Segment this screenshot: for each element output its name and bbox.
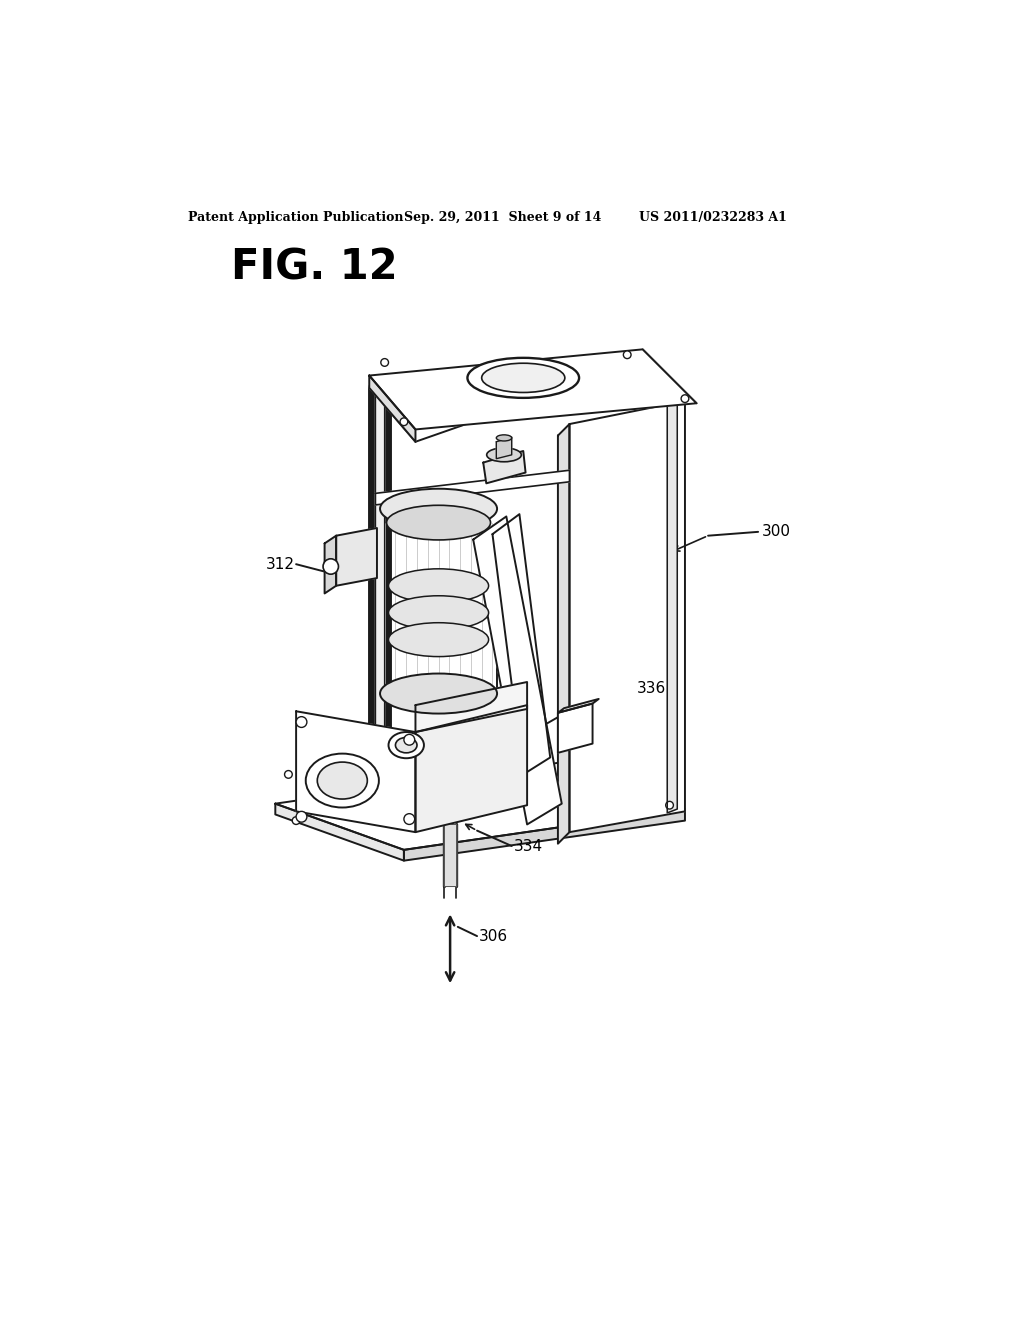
Ellipse shape [395, 738, 417, 752]
Polygon shape [376, 470, 569, 506]
Circle shape [681, 395, 689, 403]
Polygon shape [558, 704, 593, 752]
Ellipse shape [387, 506, 490, 540]
Polygon shape [275, 763, 685, 850]
Text: 336: 336 [637, 681, 667, 696]
Circle shape [292, 817, 300, 825]
Circle shape [296, 717, 307, 727]
Text: 312: 312 [265, 557, 295, 572]
Circle shape [381, 359, 388, 367]
Ellipse shape [380, 673, 497, 714]
Circle shape [403, 813, 415, 825]
Text: US 2011/0232283 A1: US 2011/0232283 A1 [639, 211, 786, 224]
Circle shape [323, 558, 339, 574]
Polygon shape [416, 705, 527, 832]
Polygon shape [403, 809, 685, 861]
Circle shape [666, 801, 674, 809]
Polygon shape [558, 424, 569, 843]
Ellipse shape [388, 623, 488, 656]
Circle shape [400, 418, 408, 425]
Text: FIG. 12: FIG. 12 [230, 247, 397, 289]
Circle shape [624, 351, 631, 359]
Circle shape [403, 734, 415, 744]
Polygon shape [444, 825, 457, 886]
Polygon shape [376, 381, 385, 808]
Polygon shape [370, 376, 416, 442]
Text: Sep. 29, 2011  Sheet 9 of 14: Sep. 29, 2011 Sheet 9 of 14 [403, 211, 601, 224]
Ellipse shape [388, 595, 488, 630]
Circle shape [296, 812, 307, 822]
Circle shape [285, 771, 292, 779]
Text: Patent Application Publication: Patent Application Publication [188, 211, 403, 224]
Text: 334: 334 [514, 838, 543, 854]
Polygon shape [473, 516, 562, 825]
Ellipse shape [497, 434, 512, 441]
Text: 306: 306 [478, 928, 508, 944]
Circle shape [543, 767, 550, 775]
Polygon shape [416, 682, 527, 733]
Ellipse shape [388, 733, 424, 758]
Polygon shape [296, 711, 416, 832]
Polygon shape [275, 804, 403, 861]
Polygon shape [569, 401, 685, 832]
Polygon shape [493, 515, 550, 775]
Ellipse shape [486, 447, 521, 462]
Polygon shape [558, 700, 599, 713]
Polygon shape [668, 397, 677, 813]
Ellipse shape [380, 488, 497, 529]
Text: 300: 300 [762, 524, 791, 540]
Polygon shape [370, 350, 696, 429]
Polygon shape [325, 536, 336, 594]
Ellipse shape [467, 358, 580, 397]
Polygon shape [483, 451, 525, 483]
Polygon shape [497, 437, 512, 459]
Polygon shape [336, 528, 377, 586]
Ellipse shape [388, 569, 488, 603]
Ellipse shape [317, 762, 368, 799]
Ellipse shape [306, 754, 379, 808]
Ellipse shape [481, 363, 565, 392]
